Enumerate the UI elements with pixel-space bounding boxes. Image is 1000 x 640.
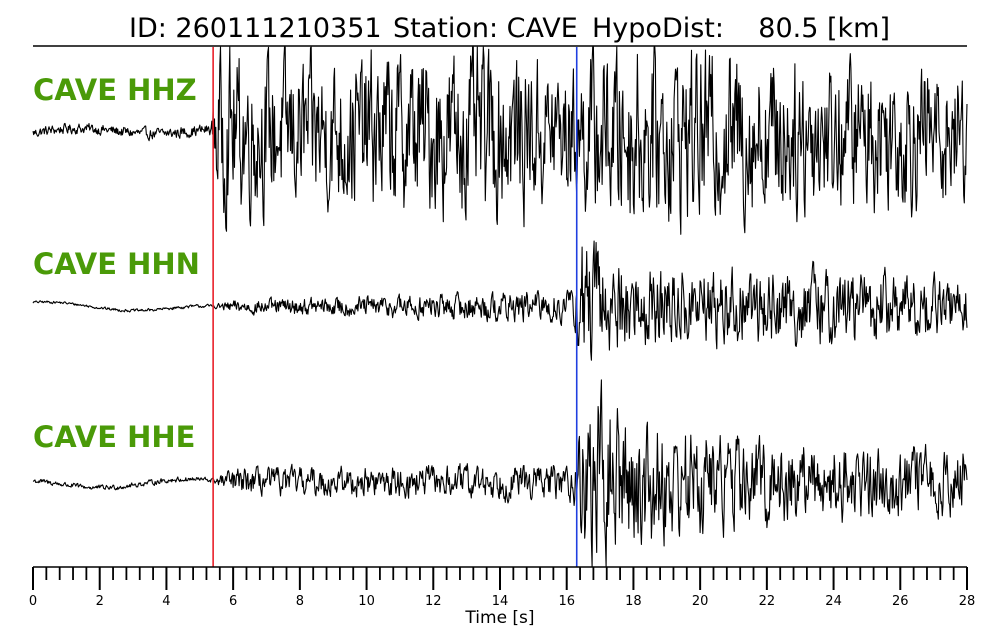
title-event-id: ID: 260111210351 [129,13,382,44]
x-axis-label: Time [s] [464,608,534,628]
trace-label-cave-hhn: CAVE HHN [33,247,200,281]
x-tick-label: 14 [492,594,509,609]
x-tick-label: 0 [29,594,37,609]
figure-title: ID: 260111210351 Station: CAVE HypoDist:… [129,13,890,44]
x-axis-ticks: 0 2 4 6 8 10 12 14 16 18 20 22 24 26 28 [29,567,975,609]
trace-label-cave-hhz: CAVE HHZ [33,73,197,107]
x-tick-label: 18 [625,594,642,609]
x-tick-label: 4 [162,594,170,609]
title-station: Station: CAVE [393,13,578,44]
trace-cave-hhn [32,240,968,361]
trace-cave-hhe [32,379,968,568]
x-tick-label: 22 [759,594,776,609]
x-axis: 0 2 4 6 8 10 12 14 16 18 20 22 24 26 28 Time [s] [29,566,975,628]
trace-labels: CAVE HHZ CAVE HHN CAVE HHE [33,73,200,454]
x-tick-label: 16 [558,594,575,609]
title-hypodist: HypoDist: 80.5 [km] [592,13,890,44]
x-tick-label: 24 [825,594,842,609]
picks-layer [212,47,578,567]
x-tick-label: 10 [358,594,375,609]
x-tick-label: 6 [229,594,237,609]
traces-layer [32,46,968,568]
x-tick-label: 8 [296,594,304,609]
x-tick-label: 28 [959,594,976,609]
x-tick-label: 26 [892,594,909,609]
x-tick-label: 2 [96,594,104,609]
x-tick-label: 20 [692,594,709,609]
trace-label-cave-hhe: CAVE HHE [33,420,195,454]
x-tick-label: 12 [425,594,442,609]
trace-cave-hhz [32,46,968,235]
